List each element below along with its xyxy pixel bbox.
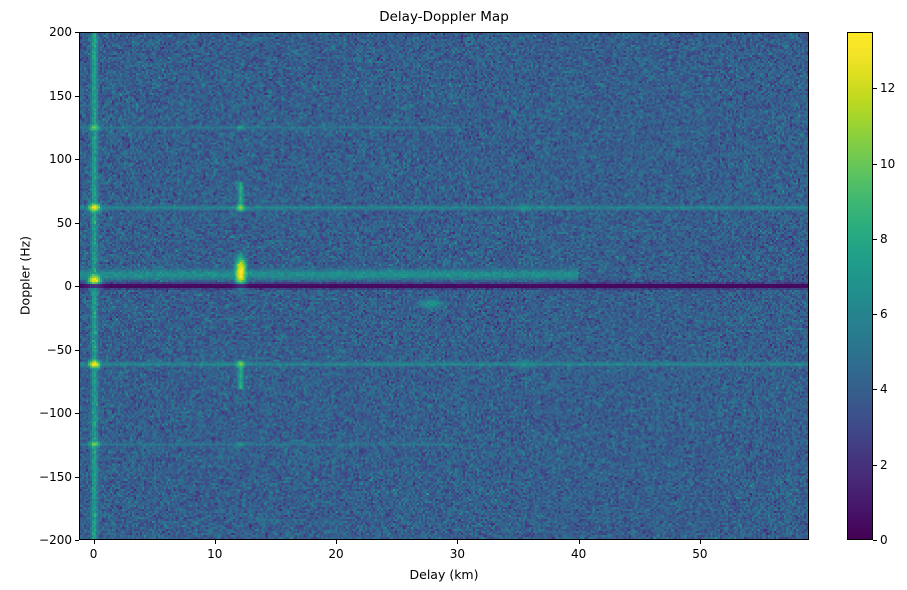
x-tick-label: 0 — [89, 547, 98, 561]
y-tick-label: −50 — [46, 342, 72, 357]
x-tick-label: 50 — [692, 547, 708, 561]
colorbar-tick-mark — [873, 163, 877, 165]
x-tick-mark — [336, 540, 338, 544]
y-tick-label: 100 — [49, 152, 72, 166]
y-tick-mark — [75, 159, 79, 160]
colorbar-tick-mark — [873, 238, 877, 240]
y-tick-mark — [75, 349, 79, 351]
colorbar-tick-label: 2 — [880, 457, 888, 472]
y-tick-mark — [75, 413, 79, 414]
colorbar-gradient — [848, 33, 872, 539]
y-tick-mark — [75, 222, 79, 224]
x-tick-label: 10 — [207, 547, 223, 561]
y-tick-label: −100 — [39, 406, 72, 420]
colorbar-tick-mark — [873, 88, 877, 90]
x-tick-mark — [214, 540, 216, 544]
x-axis-label: Delay (km) — [409, 567, 479, 582]
y-tick-mark — [75, 32, 79, 33]
delay-doppler-heatmap-axes[interactable] — [79, 32, 809, 540]
page-title: Delay-Doppler Map — [379, 9, 509, 25]
colorbar-tick-label: 6 — [880, 307, 888, 322]
x-tick-mark — [699, 540, 701, 544]
y-tick-mark — [75, 540, 79, 541]
y-tick-label: 50 — [56, 215, 72, 230]
y-tick-mark — [75, 476, 79, 478]
y-tick-label: −150 — [39, 469, 72, 484]
y-axis-label: Doppler (Hz) — [17, 235, 33, 316]
y-tick-label: 150 — [49, 88, 72, 103]
x-tick-mark — [457, 540, 459, 544]
colorbar-tick-label: 4 — [880, 382, 888, 397]
y-tick-label: 0 — [64, 279, 72, 293]
colorbar-tick-mark — [873, 464, 877, 466]
x-tick-label: 20 — [328, 547, 344, 561]
x-tick-mark — [578, 540, 580, 544]
colorbar-tick-mark — [873, 540, 877, 541]
y-tick-mark — [75, 286, 79, 287]
y-tick-label: −200 — [39, 533, 72, 547]
x-tick-label: 40 — [570, 547, 587, 561]
colorbar-tick-label: 8 — [880, 231, 888, 246]
x-tick-label: 30 — [449, 547, 465, 561]
colorbar-tick-label: 0 — [880, 533, 888, 547]
x-tick-mark — [93, 540, 95, 544]
colorbar-tick-label: 10 — [880, 156, 896, 171]
colorbar[interactable] — [847, 32, 873, 540]
colorbar-tick-mark — [873, 314, 877, 316]
y-tick-label: 200 — [49, 25, 72, 39]
colorbar-tick-label: 12 — [880, 81, 896, 96]
heatmap-image — [80, 33, 808, 539]
colorbar-tick-mark — [873, 389, 877, 391]
y-tick-mark — [75, 95, 79, 97]
